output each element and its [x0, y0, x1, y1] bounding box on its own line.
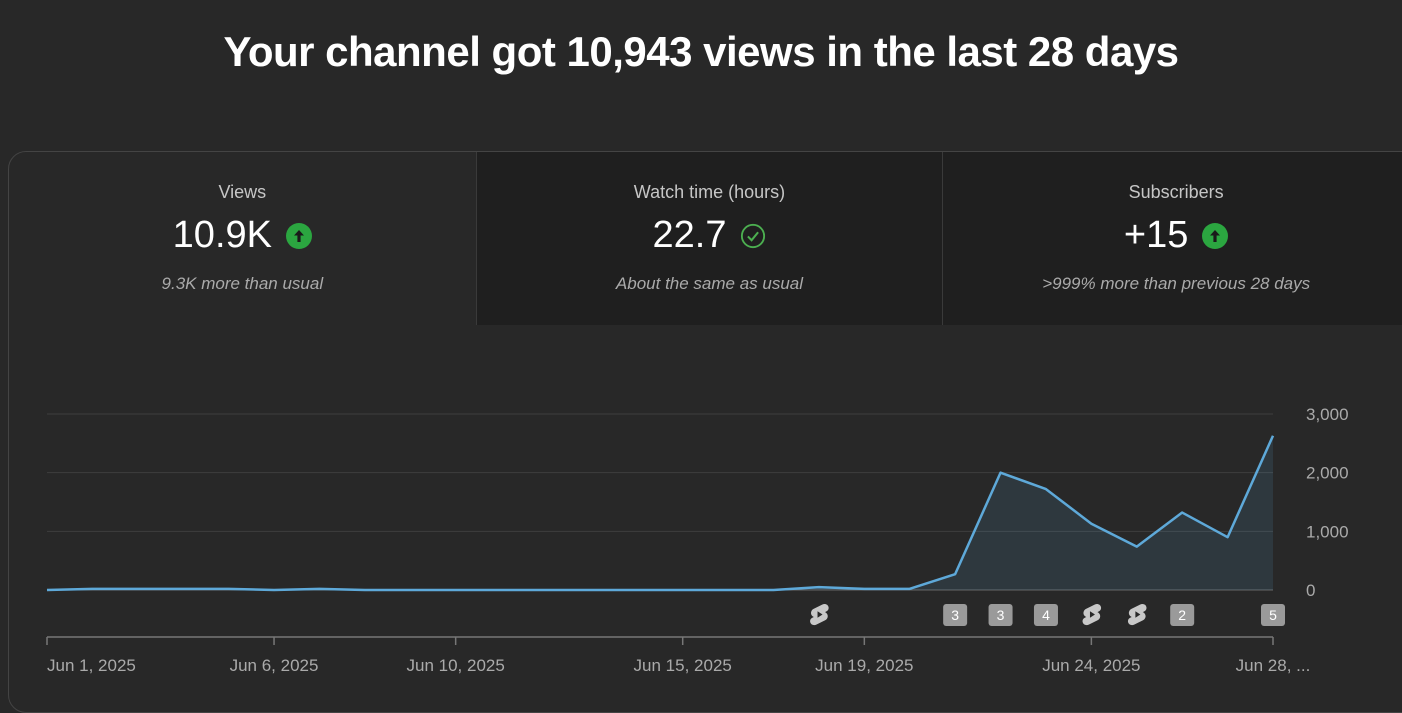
tab-views-value: 10.9K: [172, 214, 272, 256]
tab-subscribers-note: >999% more than previous 28 days: [1042, 274, 1311, 293]
analytics-card: Views 10.9K 9.3K more than usual Watch t…: [8, 151, 1402, 713]
tab-watch-time-label: Watch time (hours): [633, 182, 786, 202]
x-tick-label: Jun 24, 2025: [1042, 656, 1140, 675]
x-tick-label: Jun 10, 2025: [407, 656, 505, 675]
tab-views-label: Views: [218, 182, 267, 202]
shorts-icon: [810, 604, 829, 626]
check-circle-icon: [740, 223, 766, 249]
y-tick-label: 3,000: [1306, 405, 1349, 424]
upload-count-badge: [988, 604, 1013, 626]
tab-watch-time-note: About the same as usual: [615, 274, 804, 293]
tab-watch-time-value: 22.7: [652, 214, 727, 256]
x-tick-label: Jun 1, 2025: [47, 656, 136, 675]
views-chart: 3,000 2,000 1,000 0 Jun 1, 2025 Jun 6, 2025 Ju…: [46, 405, 1349, 675]
upload-count-badge: [943, 604, 968, 626]
tab-subscribers-value: +15: [1123, 214, 1189, 256]
upload-count-label: 3: [951, 607, 959, 623]
series-area: [47, 435, 1273, 590]
upload-count-label: 4: [1042, 607, 1050, 623]
arrow-up-icon: [285, 222, 312, 249]
tab-views-value-row: 10.9K: [9, 214, 476, 257]
y-tick-label: 2,000: [1306, 464, 1349, 483]
upload-count-label: 5: [1269, 607, 1277, 623]
x-tick-label: Jun 6, 2025: [230, 656, 319, 675]
x-tick-label: Jun 28, ...: [1236, 656, 1311, 675]
series-line: [46, 435, 1275, 592]
tab-views[interactable]: Views 10.9K 9.3K more than usual: [9, 152, 476, 325]
arrow-up-icon: [1202, 222, 1229, 249]
x-tick-label: Jun 19, 2025: [815, 656, 913, 675]
tab-watch-time[interactable]: Watch time (hours) 22.7 About the same a…: [475, 152, 943, 325]
upload-count-badge: [1033, 604, 1058, 626]
shorts-icon: [1127, 604, 1147, 626]
y-tick-label: 0: [1306, 581, 1315, 600]
page-headline: Your channel got 10,943 views in the las…: [223, 28, 1179, 75]
tab-watch-time-value-row: 22.7: [477, 214, 943, 257]
metric-tabs: Views 10.9K 9.3K more than usual Watch t…: [9, 152, 1402, 325]
y-tick-label: 1,000: [1306, 522, 1349, 541]
shorts-icon: [1082, 604, 1102, 626]
upload-count-badge: [1170, 604, 1195, 626]
tab-subscribers-label: Subscribers: [1128, 182, 1224, 202]
tab-subscribers-value-row: +15: [943, 214, 1402, 257]
upload-count-label: 3: [997, 607, 1005, 623]
tab-views-note: 9.3K more than usual: [161, 274, 324, 293]
tab-subscribers[interactable]: Subscribers +15 >999% more than previous…: [942, 152, 1402, 325]
x-tick-label: Jun 15, 2025: [634, 656, 732, 675]
upload-count-label: 2: [1178, 607, 1186, 623]
upload-count-badge: [1261, 604, 1285, 626]
